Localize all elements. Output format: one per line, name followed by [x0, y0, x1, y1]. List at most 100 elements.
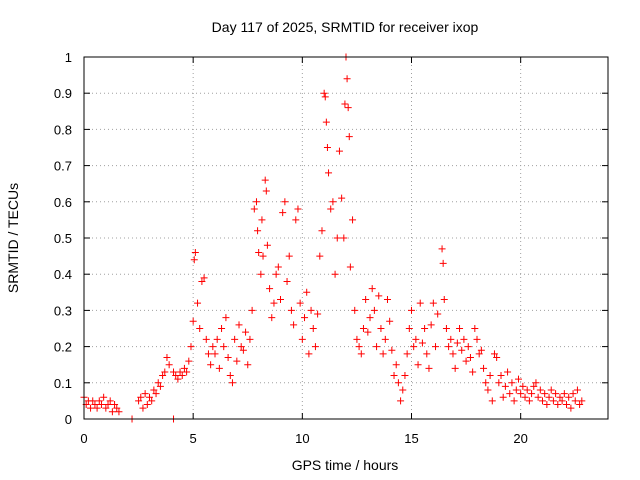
data-point [451, 364, 459, 372]
data-point [490, 350, 498, 358]
data-point [93, 404, 101, 412]
data-point [285, 252, 293, 260]
data-point [254, 227, 262, 235]
data-point [266, 285, 274, 293]
ticks [83, 56, 608, 420]
y-tick-label: 0.8 [54, 122, 72, 137]
data-point [211, 350, 219, 358]
data-point [571, 397, 579, 405]
data-point [170, 368, 178, 376]
data-point [200, 274, 208, 282]
y-tick-label: 0.3 [54, 303, 72, 318]
data-point [519, 382, 527, 390]
data-point [460, 335, 468, 343]
data-point [165, 361, 173, 369]
data-point [263, 241, 271, 249]
y-tick-label: 0.5 [54, 231, 72, 246]
x-tick-label: 15 [404, 431, 418, 446]
data-point [191, 248, 199, 256]
data-point [477, 346, 485, 354]
data-point [340, 234, 348, 242]
y-tick-labels: 0 0.1 0.2 0.3 0.4 0.5 0.6 0.7 0.8 0.9 1 [54, 50, 72, 427]
data-point [329, 198, 337, 206]
data-point [497, 372, 505, 380]
x-tick-label: 10 [295, 431, 309, 446]
data-point [108, 408, 116, 416]
data-point [222, 314, 230, 322]
data-point [486, 372, 494, 380]
data-point [464, 343, 472, 351]
data-point [262, 187, 270, 195]
data-point [146, 393, 153, 401]
data-point [152, 390, 160, 398]
data-point [412, 335, 420, 343]
data-point [514, 375, 522, 383]
data-point [379, 350, 387, 358]
data-point [113, 404, 121, 412]
data-point [482, 379, 490, 387]
data-point [95, 397, 103, 405]
data-point [141, 390, 149, 398]
y-tick-label: 0.6 [54, 195, 72, 210]
data-point [576, 401, 584, 409]
x-tick-label: 0 [80, 431, 87, 446]
x-axis-label: GPS time / hours [292, 457, 399, 473]
data-point [321, 93, 329, 101]
data-point [252, 198, 260, 206]
data-point [563, 401, 571, 409]
data-points [80, 53, 586, 423]
data-point [318, 227, 326, 235]
data-point [176, 368, 184, 376]
data-point [545, 393, 553, 401]
data-point [388, 346, 396, 354]
data-point [440, 296, 448, 304]
data-point [143, 401, 151, 409]
data-point [150, 386, 158, 394]
data-point [135, 397, 143, 405]
data-point [414, 361, 422, 369]
data-point [508, 379, 516, 387]
data-point [532, 379, 540, 387]
data-point [390, 372, 398, 380]
data-point [362, 296, 370, 304]
y-tick-label: 0.1 [54, 376, 72, 391]
y-tick-label: 1 [65, 50, 72, 65]
data-point [530, 382, 538, 390]
data-point [224, 353, 232, 361]
data-point [322, 118, 330, 126]
data-point [115, 408, 123, 416]
data-point [180, 364, 188, 372]
data-point [368, 285, 376, 293]
y-tick-label: 0.4 [54, 267, 72, 282]
data-point [484, 386, 492, 394]
data-point [233, 357, 241, 365]
data-point [364, 328, 372, 336]
data-point [449, 350, 457, 358]
data-point [148, 397, 156, 405]
data-point [567, 404, 575, 412]
data-point [89, 397, 97, 405]
data-point [346, 263, 354, 271]
data-point [341, 100, 349, 108]
data-point [237, 343, 245, 351]
data-point [215, 364, 223, 372]
data-point [294, 205, 302, 213]
data-point [287, 306, 295, 314]
data-point [488, 397, 496, 405]
data-point [418, 339, 426, 347]
data-point [106, 397, 114, 405]
data-point [370, 306, 378, 314]
data-point [277, 296, 284, 304]
data-point [438, 245, 446, 253]
data-point [512, 386, 520, 394]
data-point [104, 401, 112, 409]
x-tick-label: 5 [190, 431, 197, 446]
data-point [359, 325, 367, 332]
data-point [386, 317, 394, 325]
data-point [220, 343, 228, 351]
data-point [343, 75, 351, 83]
data-point [261, 176, 269, 184]
data-point [218, 325, 226, 332]
data-point [187, 343, 195, 351]
